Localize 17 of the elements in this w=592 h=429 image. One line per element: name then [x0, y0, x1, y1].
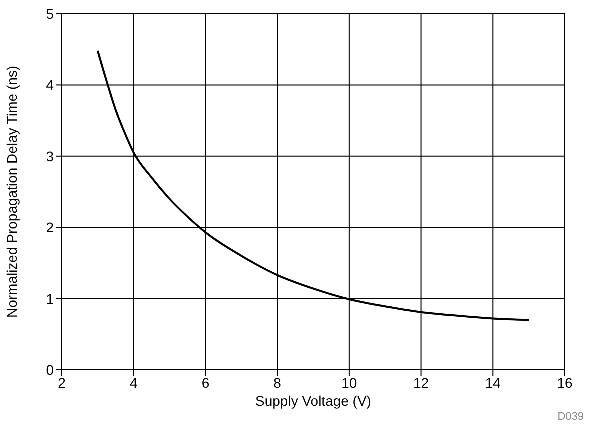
y-tick-label: 4 — [46, 77, 54, 94]
y-tick-label: 2 — [46, 220, 54, 236]
text: D039 — [558, 411, 584, 423]
x-tick-label: 16 — [557, 374, 573, 391]
y-tick-label: 0 — [46, 362, 54, 378]
x-tick-label: 2 — [58, 374, 66, 391]
y-tick-label: 5 — [46, 6, 54, 22]
y-axis-title: Normalized Propagation Delay Time (ns) — [4, 66, 20, 318]
x-tick-label: 12 — [413, 374, 430, 391]
y-tick-label: 1 — [46, 290, 54, 307]
x-tick-label: 14 — [485, 374, 502, 391]
x-tick-label: 8 — [274, 374, 282, 391]
y-tick-label: 3 — [46, 148, 54, 164]
x-axis-title: Supply Voltage (V) — [256, 393, 372, 409]
x-tick-label: 4 — [130, 374, 138, 391]
x-tick-label: 6 — [202, 374, 210, 391]
x-tick-label: 10 — [342, 374, 358, 391]
